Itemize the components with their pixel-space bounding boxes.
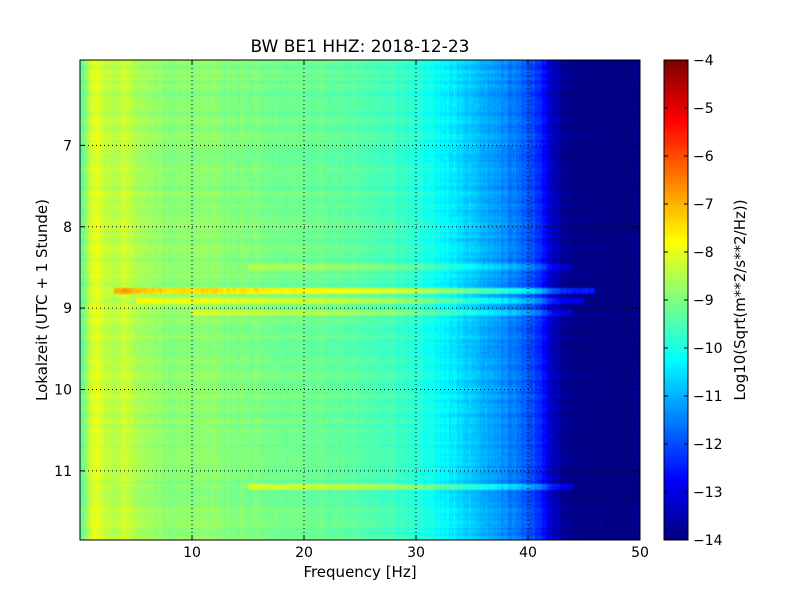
- colorbar-tick-label: −7: [693, 197, 714, 213]
- colorbar-tick-label: −11: [693, 389, 723, 405]
- colorbar-tick-label: −13: [693, 485, 723, 501]
- y-tick-label: 9: [63, 301, 72, 317]
- y-tick-label: 7: [63, 138, 72, 154]
- spectrogram-heatmap: [80, 60, 640, 540]
- colorbar: −4 −5 −6 −7 −8 −9 −10 −11 −12 −13 −14: [663, 53, 723, 549]
- x-tick-label: 20: [295, 545, 313, 561]
- colorbar-tick-label: −12: [693, 437, 723, 453]
- x-tick-label: 40: [519, 545, 537, 561]
- colorbar-tick-label: −10: [693, 341, 723, 357]
- colorbar-label: Log10(Sqrt(m**2/s**2/Hz)): [731, 199, 749, 400]
- colorbar-tick-label: −14: [693, 533, 723, 549]
- x-tick-label: 10: [183, 545, 201, 561]
- x-axis-label: Frequency [Hz]: [303, 563, 416, 581]
- x-tick-label: 50: [631, 545, 649, 561]
- grid-lines: [80, 60, 640, 540]
- colorbar-tick-label: −6: [693, 149, 714, 165]
- colorbar-tick-label: −5: [693, 101, 714, 117]
- colorbar-tick-label: −4: [693, 53, 714, 69]
- x-tick-label: 30: [407, 545, 425, 561]
- colorbar-tick-label: −9: [693, 293, 714, 309]
- y-axis-label: Lokalzeit (UTC + 1 Stunde): [33, 199, 51, 401]
- y-tick-label: 8: [63, 220, 72, 236]
- plot-frame: [79, 59, 641, 541]
- colorbar-tick-label: −8: [693, 245, 714, 261]
- y-tick-label: 10: [54, 382, 72, 398]
- colorbar-ticks: −4 −5 −6 −7 −8 −9 −10 −11 −12 −13 −14: [664, 53, 723, 549]
- x-axis-ticks: 10 20 30 40 50: [183, 60, 649, 561]
- y-tick-label: 11: [54, 464, 72, 480]
- y-axis-ticks: 7 8 9 10 11: [54, 138, 640, 480]
- spectrogram-plot: 10 20 30 40 50 7 8 9 10 11: [54, 59, 649, 561]
- chart-title: BW BE1 HHZ: 2018-12-23: [250, 37, 469, 57]
